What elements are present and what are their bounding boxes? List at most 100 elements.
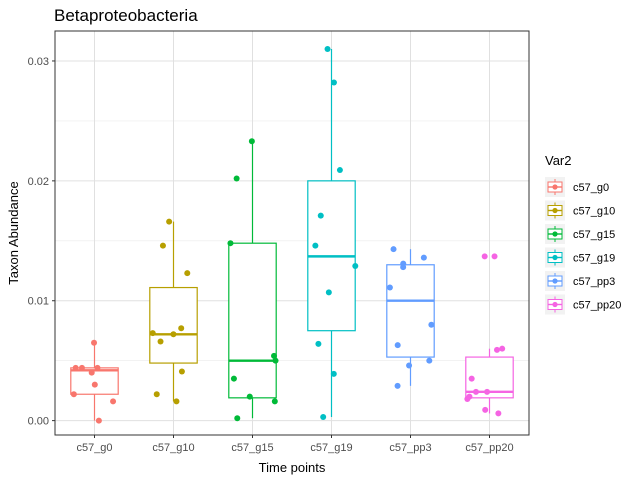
data-point [233, 175, 240, 182]
x-tick-label: c57_pp20 [465, 442, 513, 454]
data-point [394, 342, 401, 349]
legend-key-point [552, 301, 558, 308]
y-tick-label: 0.02 [28, 176, 49, 188]
data-point [234, 415, 241, 422]
data-points [70, 45, 506, 424]
legend-key-point [552, 254, 558, 261]
data-point [325, 289, 332, 296]
legend-item-c57_pp20: c57_pp20 [545, 294, 621, 315]
data-point [472, 388, 479, 395]
y-tick-label: 0.03 [28, 56, 49, 68]
box-c57_g10 [149, 221, 198, 402]
box-series [70, 48, 514, 421]
data-point [428, 321, 435, 328]
data-point [149, 330, 156, 337]
data-point [420, 254, 427, 261]
data-point [324, 45, 331, 52]
data-point [271, 398, 278, 405]
legend: Var2 c57_g0 c57_g10 c57_g15 c57_g19 c57_pp3c… [545, 153, 621, 315]
data-point [312, 242, 319, 249]
legend-item-c57_g0: c57_g0 [545, 177, 609, 197]
legend-item-c57_g15: c57_g15 [545, 224, 615, 244]
data-point [70, 391, 77, 398]
box-iqr [149, 286, 198, 364]
data-point [88, 369, 95, 376]
legend-label: c57_g15 [573, 229, 615, 241]
data-point [271, 352, 278, 359]
x-tick-label: c57_g10 [152, 442, 194, 454]
box-iqr [228, 242, 277, 399]
legend-label: c57_g0 [573, 182, 609, 194]
data-point [491, 253, 498, 260]
data-point [481, 253, 488, 260]
chart-title: Betaproteobacteria [54, 6, 198, 25]
legend-item-c57_g10: c57_g10 [545, 200, 615, 221]
data-point [317, 212, 324, 219]
data-point [495, 410, 502, 417]
data-point [336, 167, 343, 174]
data-point [94, 364, 101, 371]
legend-item-c57_pp3: c57_pp3 [545, 271, 615, 291]
data-point [468, 375, 475, 382]
data-point [320, 414, 327, 421]
data-point [330, 370, 337, 377]
data-point [493, 346, 500, 353]
legend-key-point [552, 207, 558, 214]
legend-title: Var2 [545, 153, 572, 168]
legend-key-point [552, 278, 558, 284]
legend-label: c57_g10 [573, 206, 615, 218]
data-point [227, 240, 234, 247]
data-point [91, 381, 98, 388]
data-point [386, 284, 393, 291]
data-point [406, 362, 413, 369]
data-point [157, 338, 164, 345]
data-point [178, 325, 185, 332]
legend-item-c57_g19: c57_g19 [545, 247, 615, 268]
box-iqr [386, 264, 435, 358]
x-axis: c57_g0 c57_g10 c57_g15 c57_g19 c57_pp3 c57_pp… [76, 435, 514, 454]
legend-label: c57_g19 [573, 253, 615, 265]
data-point [352, 262, 359, 269]
x-tick-label: c57_g19 [310, 442, 352, 454]
legend-key-point [552, 184, 558, 190]
data-point [78, 364, 85, 371]
box-c57_g19 [307, 48, 356, 418]
data-point [272, 357, 279, 364]
data-point [95, 417, 102, 424]
data-point [400, 264, 407, 271]
data-point [110, 398, 117, 405]
y-axis: 0.00 0.01 0.02 0.03 [28, 56, 55, 428]
data-point [72, 364, 79, 371]
data-point [464, 396, 471, 403]
x-tick-label: c57_pp3 [389, 442, 431, 454]
data-point [91, 339, 98, 346]
data-point [230, 375, 237, 382]
data-point [482, 406, 489, 413]
data-point [315, 340, 322, 347]
x-axis-title: Time points [259, 460, 326, 475]
x-tick-label: c57_g0 [76, 442, 112, 454]
x-tick-label: c57_g15 [231, 442, 273, 454]
data-point [484, 388, 491, 395]
data-point [159, 242, 166, 249]
data-point [246, 393, 253, 400]
data-point [184, 270, 191, 277]
y-tick-label: 0.00 [28, 416, 49, 428]
data-point [330, 79, 337, 86]
data-point [390, 246, 397, 253]
data-point [394, 382, 401, 389]
data-point [426, 357, 433, 364]
data-point [170, 331, 177, 338]
y-axis-title: Taxon Abundance [6, 181, 21, 284]
legend-label: c57_pp3 [573, 276, 615, 288]
data-point [499, 345, 506, 352]
data-point [178, 368, 185, 375]
data-point [248, 138, 255, 145]
data-point [173, 398, 180, 405]
panel-border [54, 30, 530, 436]
data-point [166, 218, 173, 225]
plot-panel [55, 31, 529, 435]
box-c57_g15 [228, 141, 277, 419]
legend-key-point [552, 231, 558, 237]
